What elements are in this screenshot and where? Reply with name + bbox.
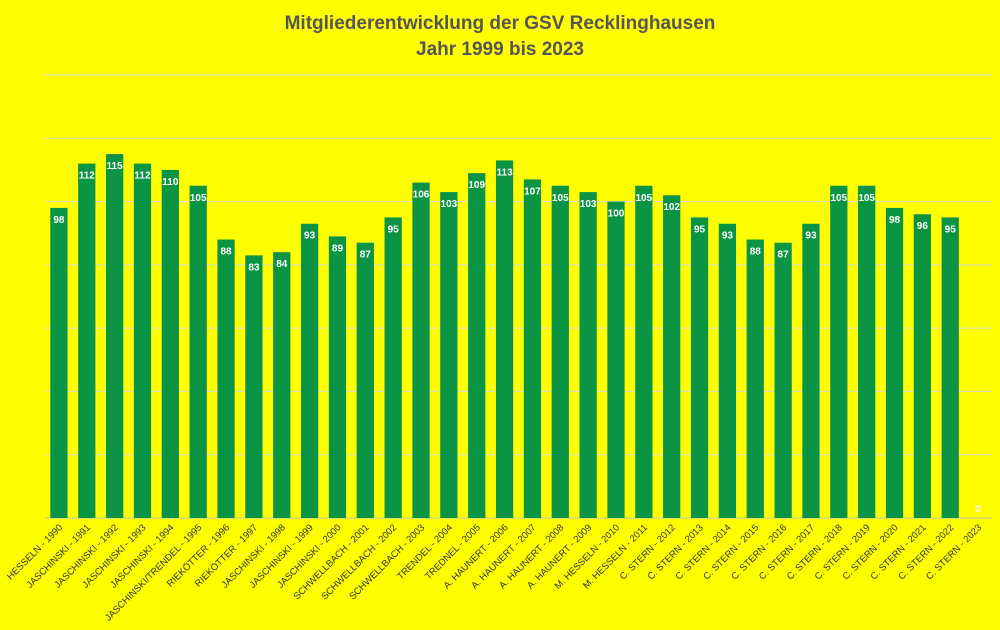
bar — [412, 182, 430, 519]
data-label: 84 — [276, 259, 288, 270]
data-label: 109 — [468, 180, 485, 191]
bar — [245, 255, 263, 518]
bar — [50, 207, 68, 518]
chart-title: Mitgliederentwicklung der GSV Recklingha… — [284, 13, 716, 34]
bar — [217, 239, 235, 519]
bar — [468, 173, 486, 519]
bar — [273, 252, 291, 518]
bar — [607, 201, 625, 519]
bar — [440, 192, 458, 519]
data-label: 95 — [388, 224, 400, 235]
data-label: 106 — [413, 190, 430, 201]
bar — [133, 163, 152, 518]
bar — [189, 185, 207, 518]
bar — [495, 160, 514, 518]
bar — [802, 223, 820, 518]
data-label: 105 — [190, 193, 207, 204]
bar — [830, 185, 848, 518]
gridlines — [45, 74, 992, 519]
data-label: 107 — [524, 186, 541, 197]
bar — [579, 192, 597, 519]
data-label: 93 — [304, 231, 316, 242]
data-label: 105 — [552, 193, 569, 204]
bar — [300, 223, 319, 518]
bar — [384, 217, 402, 518]
bar — [635, 185, 653, 518]
data-label: 87 — [360, 250, 372, 261]
data-label: 113 — [497, 167, 514, 178]
data-label: 89 — [332, 243, 344, 254]
data-label: 88 — [750, 247, 762, 258]
data-label: 98 — [53, 215, 65, 226]
data-label: 115 — [107, 161, 124, 172]
bar — [690, 217, 709, 518]
bar — [885, 207, 904, 518]
bar — [774, 242, 792, 518]
chart-subtitle: Jahr 1999 bis 2023 — [416, 39, 584, 60]
data-label: 93 — [805, 231, 817, 242]
data-label: 105 — [635, 193, 652, 204]
data-label: 95 — [694, 224, 706, 235]
bar — [941, 217, 959, 518]
bar — [161, 169, 179, 518]
data-label: 112 — [134, 171, 151, 182]
bar — [78, 163, 96, 518]
data-label: 112 — [79, 171, 96, 182]
data-label: 103 — [441, 199, 458, 210]
data-label: 83 — [248, 262, 260, 273]
bar — [328, 236, 347, 518]
data-label: 98 — [889, 215, 901, 226]
data-label: 0 — [975, 504, 981, 515]
bar — [523, 179, 542, 518]
data-label: 110 — [162, 177, 179, 188]
bar — [356, 242, 374, 518]
data-label: 96 — [917, 221, 929, 232]
data-label: 105 — [858, 193, 875, 204]
data-label: 88 — [220, 247, 232, 258]
bars — [50, 154, 959, 519]
bar — [913, 214, 932, 518]
bar — [663, 195, 681, 518]
data-labels: 98 112 115 112 110 105 88 83 84 93 89 87 95 106 103 109… — [53, 161, 981, 515]
data-label: 105 — [830, 193, 847, 204]
data-label: 103 — [580, 199, 597, 210]
data-label: 100 — [608, 209, 625, 220]
bar — [551, 185, 569, 518]
data-label: 93 — [722, 231, 734, 242]
data-label: 95 — [945, 224, 957, 235]
bar — [746, 239, 764, 519]
data-label: 102 — [663, 202, 680, 213]
bar — [858, 185, 876, 518]
bar — [718, 223, 737, 518]
bar — [105, 154, 124, 518]
data-label: 87 — [778, 250, 790, 261]
